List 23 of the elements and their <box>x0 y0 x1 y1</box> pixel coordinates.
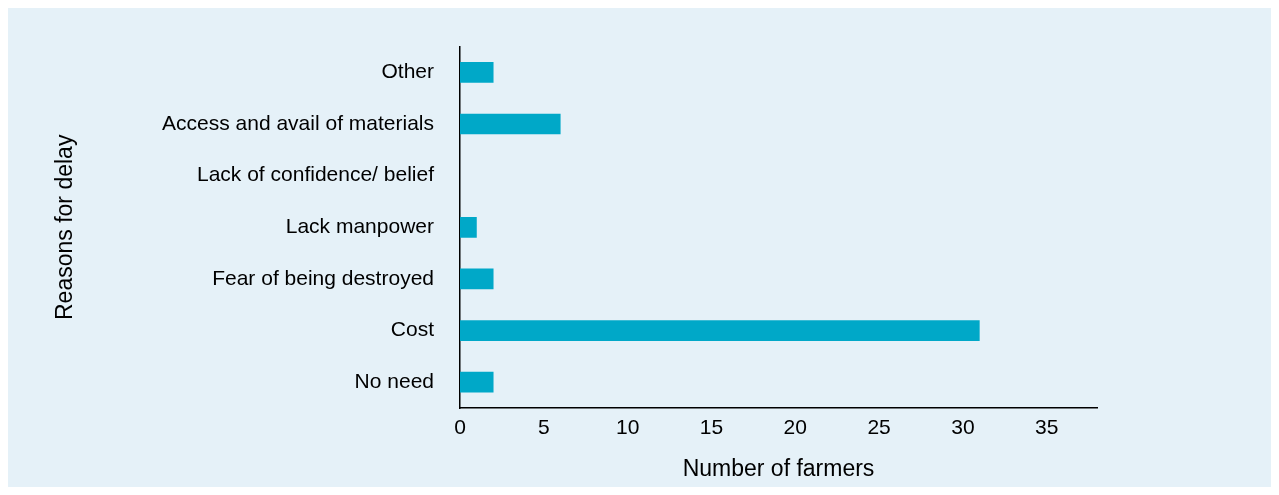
x-tick-label: 25 <box>867 415 891 439</box>
y-axis-title: Reasons for delay <box>51 134 78 320</box>
y-tick-label: Access and avail of materials <box>162 110 434 134</box>
x-tick-label: 10 <box>615 415 640 439</box>
bar <box>460 268 494 290</box>
bar <box>460 113 561 135</box>
x-tick-label: 15 <box>699 415 724 439</box>
x-tick-label: 5 <box>537 415 550 439</box>
y-tick-label: Lack of confidence/ belief <box>197 162 435 186</box>
bar <box>460 62 494 83</box>
y-tick-label: Other <box>381 59 434 83</box>
x-tick-label: 0 <box>454 415 466 439</box>
y-tick-label: Fear of being destroyed <box>212 265 434 289</box>
y-tick-label: Cost <box>390 317 435 341</box>
x-tick-label: 30 <box>951 415 975 439</box>
y-tick-label: Lack manpower <box>285 214 434 238</box>
bar <box>460 216 477 238</box>
y-tick-label: No need <box>354 368 434 392</box>
x-tick-label: 20 <box>783 415 807 439</box>
x-tick-label: 35 <box>1035 415 1059 439</box>
x-axis-title: Number of farmers <box>682 454 875 481</box>
bar <box>460 371 494 393</box>
bar <box>460 320 980 341</box>
